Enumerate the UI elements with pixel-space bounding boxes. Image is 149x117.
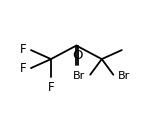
Text: F: F (20, 43, 26, 56)
Text: F: F (48, 81, 54, 94)
Text: Br: Br (73, 71, 86, 81)
Text: Br: Br (118, 71, 130, 81)
Text: F: F (20, 62, 26, 75)
Text: O: O (72, 49, 82, 62)
